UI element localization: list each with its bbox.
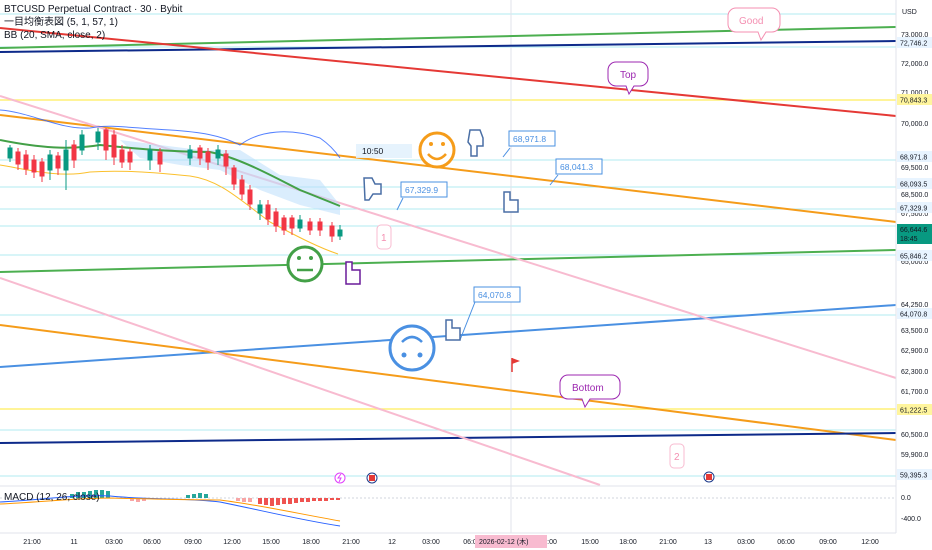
- price-tick-label: 72,000.0: [901, 61, 928, 68]
- price-tick-label: 69,500.0: [901, 165, 928, 172]
- time-tick-label: 11: [70, 539, 77, 546]
- price-note-label: 68,971.8: [513, 134, 546, 144]
- price-badge[interactable]: 67,329.9: [897, 202, 932, 213]
- price-tick-label: 61,700.0: [901, 389, 928, 396]
- number-note-1[interactable]: 1: [377, 225, 391, 249]
- currency-label: USD: [902, 9, 917, 16]
- price-note-label: 64,070.8: [478, 290, 511, 300]
- symbol-title[interactable]: BTCUSD Perpetual Contract · 30 · Bybit: [4, 4, 182, 16]
- current-price: 66,644.6: [900, 227, 927, 234]
- time-tick-label: 18:00: [302, 539, 320, 546]
- price-badge-label: 68,093.5: [900, 182, 927, 189]
- time-tick-label: 06:0: [463, 539, 477, 546]
- price-badge-label: 72,746.2: [900, 41, 927, 48]
- time-tick-label: 15:00: [581, 539, 599, 546]
- time-tick-label: 12:00: [861, 539, 879, 546]
- us-flag-icon[interactable]: [704, 472, 714, 482]
- price-badges: 72,746.2 70,843.3 68,971.8 68,093.5 67,329.9…: [897, 37, 932, 480]
- time-tick-label: 21:00: [23, 539, 41, 546]
- callout-label: Good: [739, 16, 763, 27]
- number-note-label: 1: [381, 233, 387, 244]
- countdown: 18:45: [900, 236, 918, 243]
- lightning-icon[interactable]: [335, 473, 345, 483]
- price-badge[interactable]: 61,222.5: [897, 404, 932, 415]
- happy-face-icon[interactable]: [420, 133, 454, 167]
- callout-label: Bottom: [572, 383, 604, 394]
- price-badge-label: 59,395.3: [900, 473, 927, 480]
- price-tick-label: 70,000.0: [901, 121, 928, 128]
- price-badge[interactable]: 68,093.5: [897, 178, 932, 189]
- macd-tick-label: 0.0: [901, 495, 911, 502]
- price-badge-label: 65,846.2: [900, 254, 927, 261]
- time-highlight-label: 2026-02-12 (木): [479, 537, 528, 546]
- neutral-face-icon[interactable]: [288, 247, 322, 281]
- time-note: 10:50: [362, 146, 384, 156]
- time-tick-label: 03:00: [422, 539, 440, 546]
- time-highlight[interactable]: 2026-02-12 (木): [475, 535, 547, 548]
- time-tick-label: 21:00: [659, 539, 677, 546]
- price-badge-label: 64,070.8: [900, 312, 927, 319]
- time-tick-label: 03:00: [737, 539, 755, 546]
- us-flag-icon[interactable]: [367, 473, 377, 483]
- time-tick-label: 09:00: [184, 539, 202, 546]
- price-tick-label: 63,500.0: [901, 328, 928, 335]
- price-badge[interactable]: 70,843.3: [897, 94, 932, 105]
- time-axis[interactable]: [0, 533, 896, 550]
- price-badge[interactable]: 68,971.8: [897, 151, 932, 162]
- price-tick-label: 59,900.0: [901, 452, 928, 459]
- upside-down-face-icon[interactable]: [390, 326, 434, 370]
- plot-area[interactable]: [0, 0, 896, 533]
- time-tick-label: 18:00: [619, 539, 637, 546]
- time-tick-label: 03:00: [105, 539, 123, 546]
- time-tick-label: 12:00: [223, 539, 241, 546]
- price-badge[interactable]: 59,395.3: [897, 469, 932, 480]
- price-badge-label: 68,971.8: [900, 155, 927, 162]
- price-badge[interactable]: 72,746.2: [897, 37, 932, 48]
- price-badge-label: 70,843.3: [900, 98, 927, 105]
- time-tick-label: :00: [547, 539, 557, 546]
- time-tick-label: 13: [704, 539, 712, 546]
- price-tick-label: 62,900.0: [901, 348, 928, 355]
- ichimoku-indicator-label[interactable]: 一目均衡表図 (5, 1, 57, 1): [4, 17, 118, 29]
- time-tick-label: 12: [388, 539, 396, 546]
- price-axis[interactable]: [896, 0, 932, 550]
- time-tick-label: 09:00: [819, 539, 837, 546]
- current-price-badge[interactable]: 66,644.6 18:45: [897, 224, 932, 244]
- price-tick-label: 68,500.0: [901, 192, 928, 199]
- price-badge[interactable]: 65,846.2: [897, 250, 932, 261]
- number-note-2[interactable]: 2: [670, 444, 684, 468]
- price-badge[interactable]: 64,070.8: [897, 308, 932, 319]
- callout-label: Top: [620, 70, 637, 81]
- time-tick-label: 21:00: [342, 539, 360, 546]
- macd-tick-label: -400.0: [901, 516, 921, 523]
- time-tick-label: 06:00: [777, 539, 795, 546]
- macd-indicator-label[interactable]: MACD (12, 26, close): [4, 492, 100, 504]
- bollinger-indicator-label[interactable]: BB (20, SMA, close, 2): [4, 30, 105, 42]
- price-tick-label: 60,500.0: [901, 432, 928, 439]
- price-note-label: 67,329.9: [405, 185, 438, 195]
- number-note-label: 2: [674, 452, 680, 463]
- time-tick-label: 06:00: [143, 539, 161, 546]
- price-note-label: 68,041.3: [560, 162, 593, 172]
- time-tick-label: 15:00: [262, 539, 280, 546]
- price-tick-label: 62,300.0: [901, 369, 928, 376]
- price-badge-label: 67,329.9: [900, 206, 927, 213]
- price-tick-label: 64,250.0: [901, 302, 928, 309]
- price-badge-label: 61,222.5: [900, 408, 927, 415]
